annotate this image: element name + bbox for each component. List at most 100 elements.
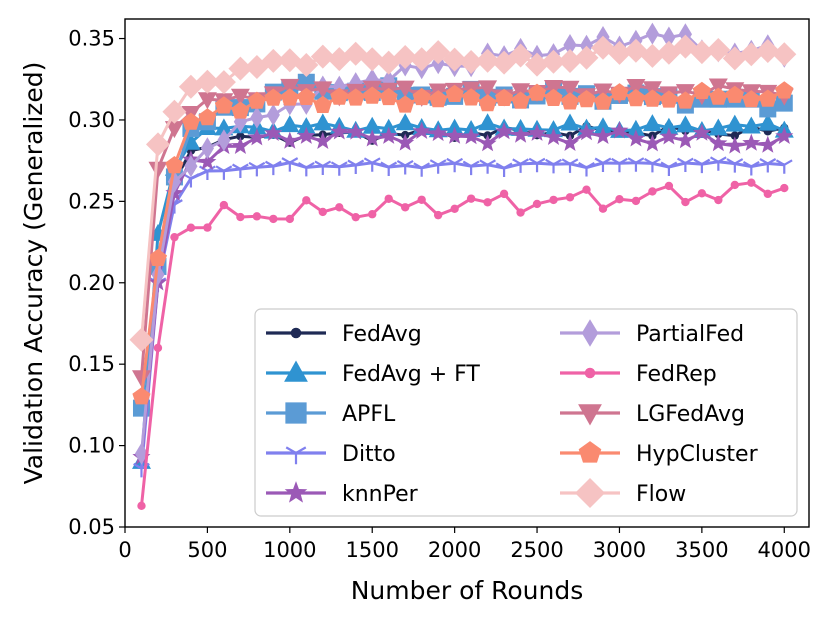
point-flow [228, 56, 253, 81]
point-hypcluster [214, 96, 233, 114]
point-fedavg-ft [675, 115, 695, 133]
point-lgfedavg [164, 121, 184, 139]
series-layer [129, 22, 797, 511]
point-fedavg-ft [560, 113, 580, 131]
point-fedavg-ft [659, 117, 679, 135]
point-knnper [264, 123, 283, 141]
point-ditto [248, 161, 266, 177]
point-lgfedavg [544, 80, 563, 97]
point-hypcluster [643, 89, 662, 107]
legend-label: HypCluster [636, 442, 759, 467]
point-fedavg-ft [214, 118, 234, 136]
point-fedrep [335, 203, 344, 212]
point-ditto [347, 159, 365, 175]
legend-marker-partialfed [581, 319, 599, 347]
point-knnper [396, 133, 415, 151]
point-ditto [429, 159, 447, 174]
point-ditto [528, 157, 546, 173]
point-knnper [544, 127, 563, 145]
point-fedrep [400, 203, 410, 212]
point-flow [277, 48, 302, 73]
point-partialfed [184, 155, 198, 178]
y-tick-label: 0.05 [68, 515, 115, 539]
point-lgfedavg [313, 81, 333, 99]
point-fedrep [417, 195, 426, 204]
point-flow [755, 39, 780, 63]
legend-label: FedAvg [342, 322, 422, 347]
point-fedrep [565, 193, 575, 202]
legend-label: knnPer [342, 482, 419, 507]
point-knnper [511, 125, 530, 143]
point-fedavg-ft [741, 116, 761, 134]
x-tick-label: 1000 [263, 538, 316, 562]
legend: FedAvg FedAvg + FT APFL Ditto knnPer PartialF… [254, 308, 798, 517]
point-partialfed [563, 34, 577, 56]
point-hypcluster [231, 101, 250, 119]
point-ditto [330, 161, 348, 176]
point-flow [706, 38, 731, 62]
point-fedrep [285, 214, 295, 224]
point-flow [459, 50, 484, 74]
point-hypcluster [330, 87, 349, 105]
point-fedavg [730, 131, 740, 140]
point-ditto [495, 162, 513, 177]
point-flow [525, 52, 549, 77]
series-line-fedrep [140, 181, 785, 506]
point-lgfedavg [395, 80, 415, 98]
legend-item-lgfedavg: LGFedAvg [560, 402, 745, 427]
legend-label: PartialFed [636, 322, 744, 347]
y-tick-label: 0.35 [68, 27, 115, 51]
point-ditto [363, 157, 381, 172]
point-ditto [380, 161, 398, 176]
point-knnper [528, 123, 547, 141]
point-lgfedavg [708, 78, 728, 96]
legend-marker-fedavg-ft [284, 360, 308, 382]
point-fedavg-ft [362, 116, 382, 134]
axis-layer: 0 500 1000 1500 2000 2500 3000 3500 4000 0.05 0.10… [68, 27, 811, 562]
point-flow [162, 99, 187, 124]
point-fedavg-ft [758, 113, 778, 131]
point-hypcluster [561, 92, 579, 110]
point-ditto [462, 160, 480, 176]
x-tick-label: 3500 [675, 538, 728, 562]
point-knnper [429, 123, 448, 142]
point-fedavg [236, 132, 245, 141]
y-tick-label: 0.25 [68, 189, 115, 213]
point-fedrep [351, 212, 360, 222]
point-knnper [692, 123, 711, 141]
series-hypcluster [132, 81, 794, 405]
point-knnper [593, 126, 612, 144]
legend-marker-fedavg [290, 327, 302, 339]
point-knnper [758, 135, 777, 153]
point-fedrep [549, 195, 558, 205]
point-knnper [462, 127, 481, 145]
point-hypcluster [544, 88, 563, 106]
point-fedrep [516, 208, 525, 217]
point-partialfed [200, 137, 214, 160]
y-tick-label: 0.10 [68, 434, 115, 458]
point-ditto [446, 157, 464, 173]
point-knnper [313, 131, 332, 149]
point-hypcluster [379, 87, 398, 106]
point-knnper [643, 134, 662, 152]
point-hypcluster [462, 88, 481, 106]
point-ditto [396, 160, 414, 175]
point-lgfedavg [230, 88, 250, 106]
point-knnper [709, 134, 728, 152]
point-hypcluster [659, 90, 678, 108]
legend-marker-apfl [285, 402, 307, 424]
legend-label: LGFedAvg [636, 402, 745, 427]
point-ditto [479, 159, 496, 174]
legend-label: FedAvg + FT [342, 362, 480, 387]
series-fedrep [137, 178, 789, 511]
point-lgfedavg [560, 80, 580, 98]
point-knnper [231, 136, 250, 154]
point-ditto [231, 163, 249, 179]
point-fedrep [631, 196, 641, 206]
x-tick-label: 4000 [758, 538, 811, 562]
point-flow [574, 45, 599, 70]
point-hypcluster [676, 91, 695, 109]
point-fedrep [730, 180, 740, 190]
point-knnper [725, 136, 744, 154]
